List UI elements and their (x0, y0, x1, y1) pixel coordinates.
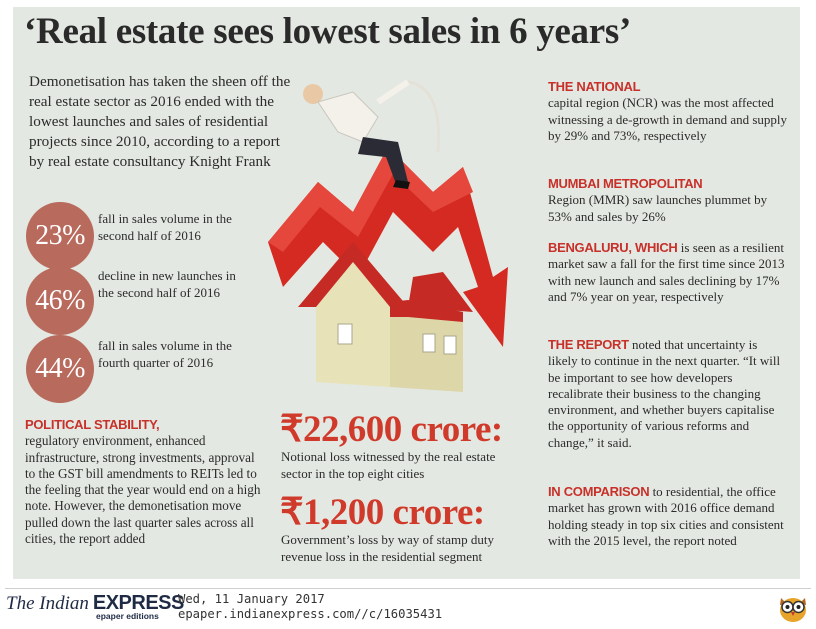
headline: ‘Real estate sees lowest sales in 6 year… (24, 11, 631, 52)
amount-headline: ₹1,200 crore: (280, 492, 485, 533)
political-stability-block: POLITICAL STABILITY, regulatory environm… (25, 417, 265, 547)
right-item-text: to residential, the office market has gr… (548, 484, 784, 548)
amount-description: Notional loss witnessed by the real esta… (281, 449, 496, 481)
stat-circle: 44% (26, 335, 94, 403)
falling-man-house-illustration (268, 79, 508, 392)
right-item-heading: BENGALURU, WHICH (548, 240, 678, 255)
stat-circle: 46% (26, 267, 94, 335)
indian-express-logo[interactable]: The Indian EXPRESS (6, 592, 184, 615)
infographic-panel (13, 7, 800, 579)
amount-headline: ₹22,600 crore: (280, 409, 503, 450)
owl-icon (780, 598, 806, 622)
right-item: THE REPORT noted that uncertainty is lik… (548, 337, 790, 451)
publish-date: Wed, 11 January 2017 (178, 592, 325, 606)
political-stability-heading: POLITICAL STABILITY, (25, 417, 160, 432)
stat-description: fall in sales volume in the fourth quart… (98, 338, 232, 370)
right-item-text: is seen as a resilient market saw a fall… (548, 240, 785, 304)
footer-divider (5, 588, 811, 589)
brand-bold-text: EXPRESS (92, 592, 184, 614)
stat-circle: 23% (26, 202, 94, 270)
right-item-text: Region (MMR) saw launches plummet by 53%… (548, 192, 768, 224)
political-stability-text: regulatory environment, enhanced infrast… (25, 433, 261, 547)
amount-description: Government’s loss by way of stamp duty r… (281, 532, 495, 564)
right-item-heading: MUMBAI METROPOLITAN (548, 176, 703, 191)
stat-description: decline in new launches in the second ha… (98, 268, 236, 300)
brand-italic-text: The Indian (6, 593, 89, 614)
right-item: BENGALURU, WHICH is seen as a resilient … (548, 240, 790, 305)
right-item-text: noted that uncertainty is likely to cont… (548, 337, 781, 450)
right-item-heading: THE NATIONAL (548, 79, 641, 94)
right-item: THE NATIONAL capital region (NCR) was th… (548, 79, 790, 144)
stat-description: fall in sales volume in the second half … (98, 211, 232, 243)
right-item-text: capital region (NCR) was the most affect… (548, 95, 788, 143)
right-item-heading: IN COMPARISON (548, 484, 650, 499)
right-item-heading: THE REPORT (548, 337, 629, 352)
brand-subtitle: epaper editions (96, 611, 159, 621)
right-item: MUMBAI METROPOLITAN Region (MMR) saw lau… (548, 176, 790, 225)
right-item: IN COMPARISON to residential, the office… (548, 484, 790, 549)
epaper-url[interactable]: epaper.indianexpress.com//c/16035431 (178, 607, 443, 621)
intro-paragraph: Demonetisation has taken the sheen off t… (29, 73, 291, 170)
